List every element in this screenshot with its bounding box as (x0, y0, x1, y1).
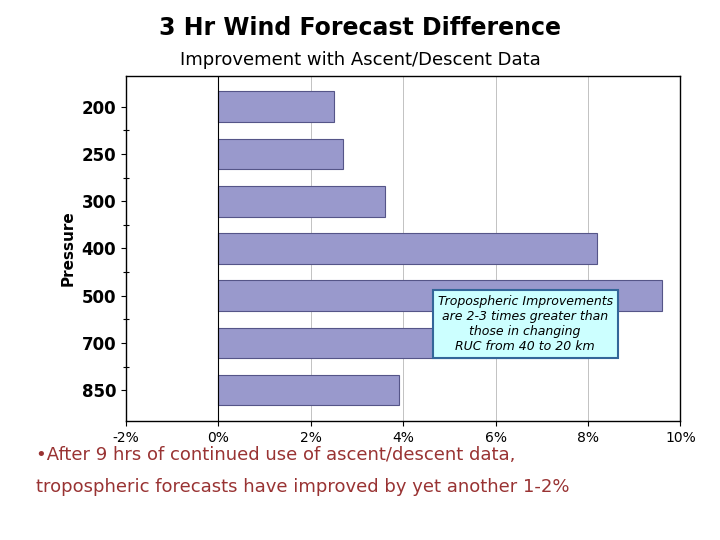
Bar (218, 186, 384, 217)
Bar (218, 91, 334, 122)
Bar (218, 328, 588, 358)
Bar (218, 280, 662, 311)
Text: Improvement with Ascent/Descent Data: Improvement with Ascent/Descent Data (179, 51, 541, 69)
Y-axis label: Pressure: Pressure (61, 211, 76, 286)
Text: •After 9 hrs of continued use of ascent/descent data,: •After 9 hrs of continued use of ascent/… (36, 446, 516, 463)
Text: Tropospheric Improvements
are 2-3 times greater than
those in changing
RUC from : Tropospheric Improvements are 2-3 times … (438, 295, 613, 354)
Text: tropospheric forecasts have improved by yet another 1-2%: tropospheric forecasts have improved by … (36, 478, 570, 496)
Bar (218, 139, 343, 169)
Text: 3 Hr Wind Forecast Difference: 3 Hr Wind Forecast Difference (159, 16, 561, 40)
Bar (218, 375, 399, 406)
Bar (218, 233, 598, 264)
